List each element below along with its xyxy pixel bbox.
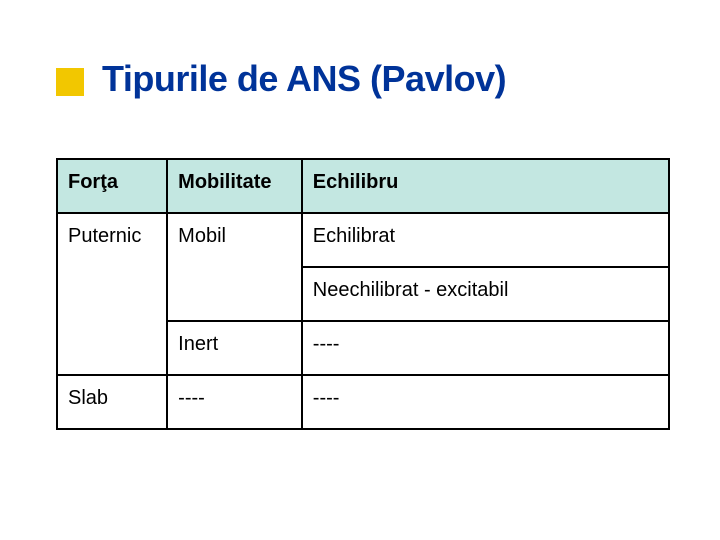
table-container: Forţa Mobilitate Echilibru Puternic Mobi…: [56, 158, 670, 430]
cell-mobilitate-dash: ----: [167, 375, 302, 429]
cell-echilibru-dash-1: ----: [302, 321, 669, 375]
cell-mobilitate-inert: Inert: [167, 321, 302, 375]
col-header-echilibru: Echilibru: [302, 159, 669, 213]
table-row: Puternic Mobil Echilibrat: [57, 213, 669, 267]
title-row: Tipurile de ANS (Pavlov): [56, 58, 680, 100]
cell-forta-puternic: Puternic: [57, 213, 167, 375]
pavlov-table: Forţa Mobilitate Echilibru Puternic Mobi…: [56, 158, 670, 430]
col-header-forta: Forţa: [57, 159, 167, 213]
cell-mobilitate-mobil: Mobil: [167, 213, 302, 321]
cell-echilibru-dash-2: ----: [302, 375, 669, 429]
col-header-mobilitate: Mobilitate: [167, 159, 302, 213]
cell-echilibru-echilibrat: Echilibrat: [302, 213, 669, 267]
cell-forta-slab: Slab: [57, 375, 167, 429]
table-row: Slab ---- ----: [57, 375, 669, 429]
title-bullet-icon: [56, 68, 84, 96]
slide-title: Tipurile de ANS (Pavlov): [102, 58, 506, 100]
cell-echilibru-neechilibrat: Neechilibrat - excitabil: [302, 267, 669, 321]
slide: Tipurile de ANS (Pavlov) Forţa Mobilitat…: [0, 0, 720, 540]
table-header-row: Forţa Mobilitate Echilibru: [57, 159, 669, 213]
